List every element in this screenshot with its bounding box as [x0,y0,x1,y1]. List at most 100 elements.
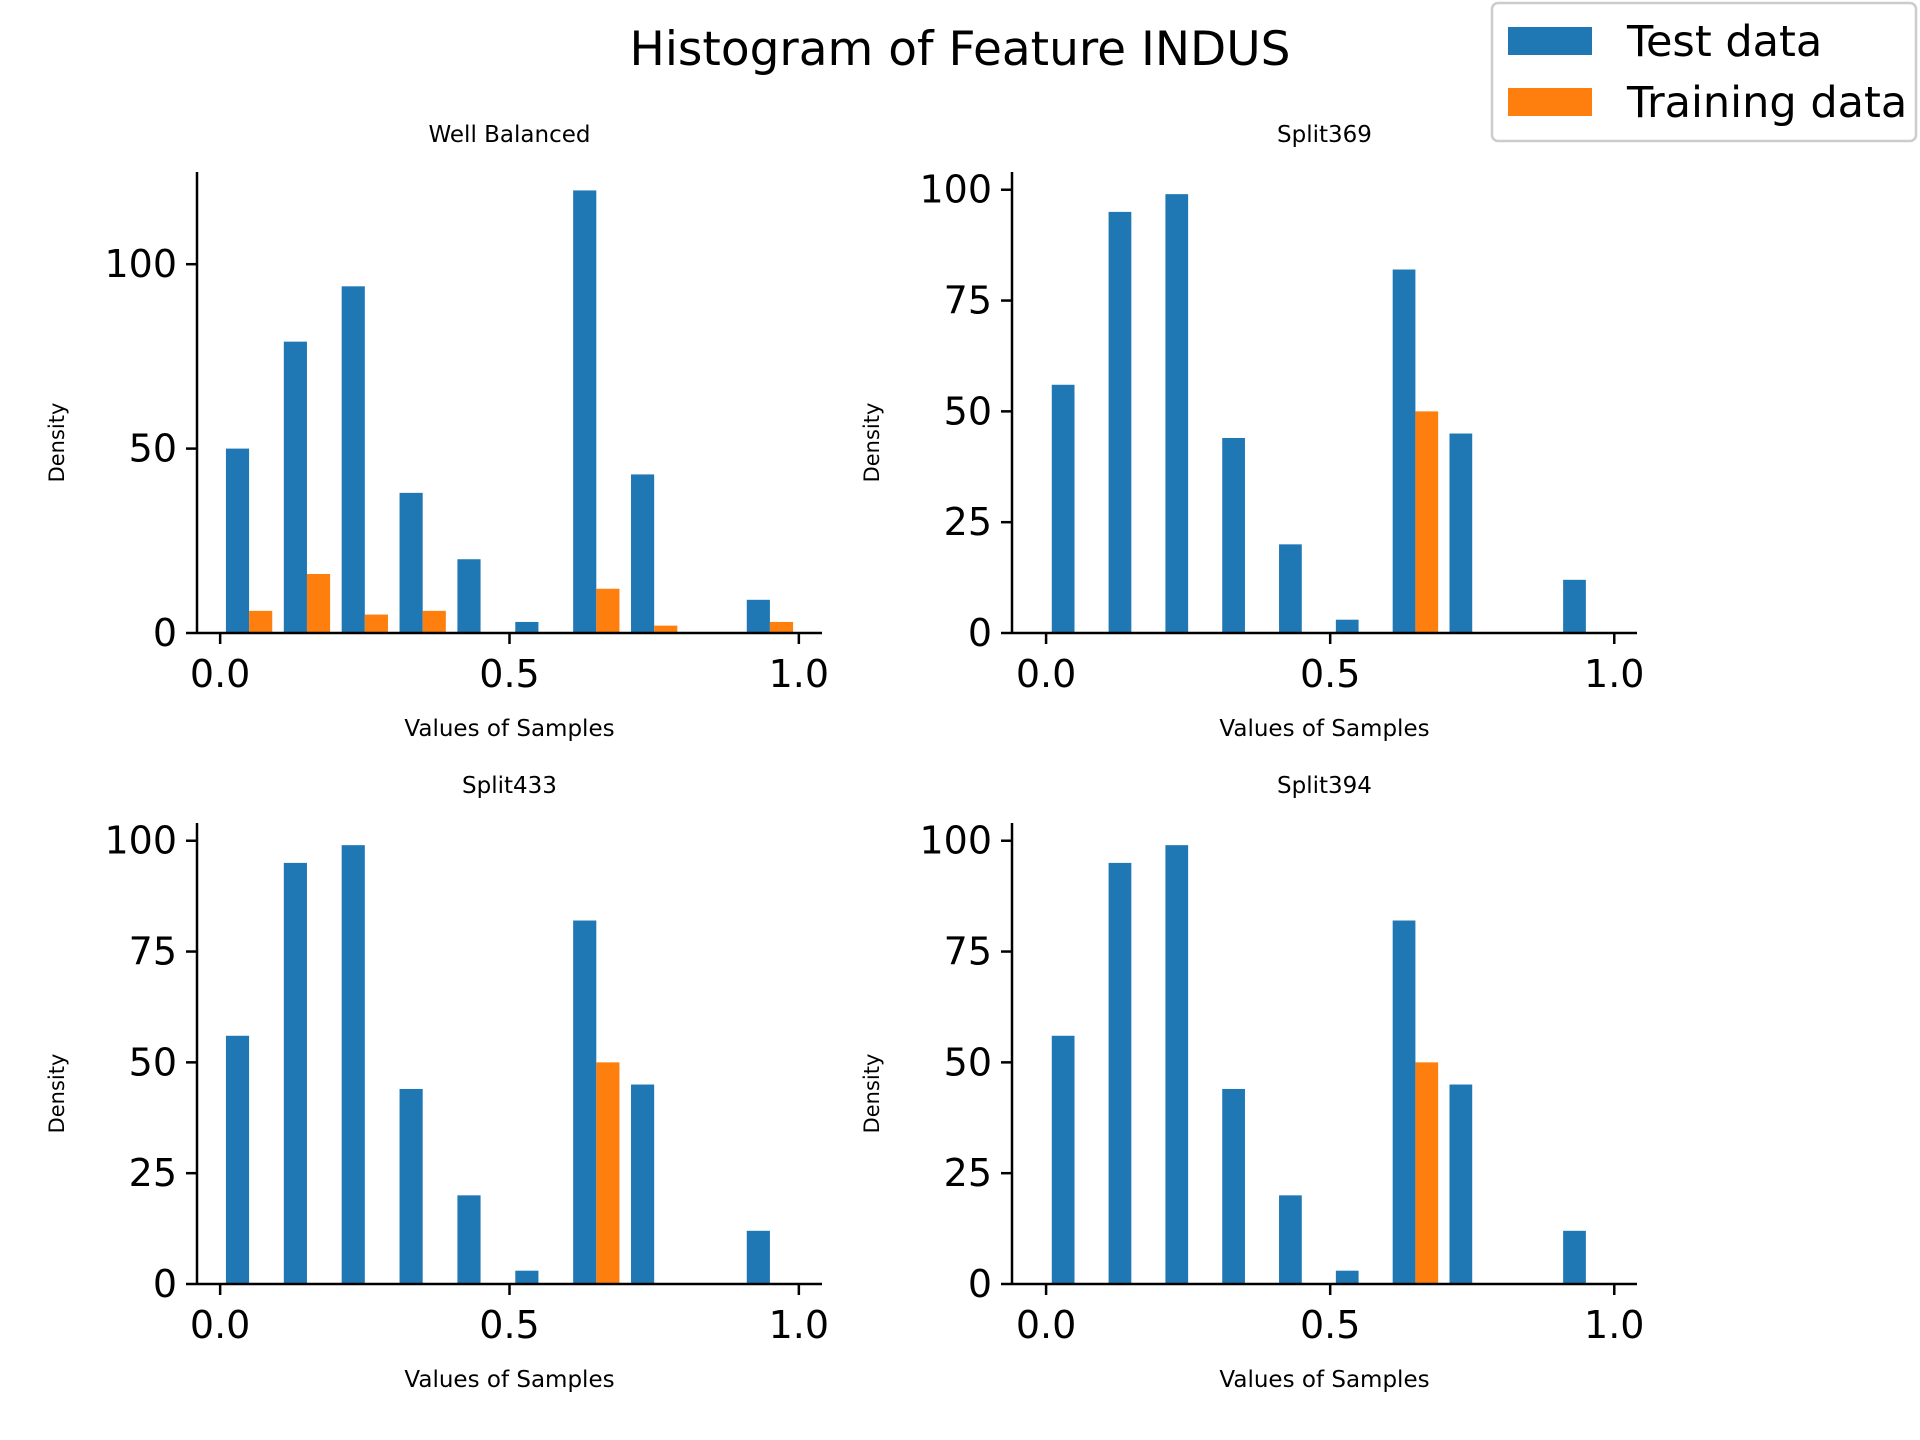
y-tick-label: 100 [104,819,177,863]
subplot-3: 0.0 0.5 1.0 0 25 50 75 100 Split394 Values of Sam… [860,773,1644,1393]
bar-test-bin-0 [225,1035,250,1284]
bar-test-bin-5 [1335,619,1359,633]
bar-test-bin-7 [1449,433,1473,633]
bar-test-bin-1 [1108,211,1132,633]
legend: Test data Training data [1490,1,1918,143]
x-axis-label: Values of Samples [1219,1367,1429,1393]
subplot-1: 0.0 0.5 1.0 0 25 50 75 100 Split369 Values of Sam… [860,122,1644,742]
bar-test-bin-7 [1449,1084,1473,1284]
x-tick-label: 0.0 [1016,652,1076,696]
y-tick-label: 75 [944,279,992,323]
bar-test-bin-6 [1392,920,1416,1284]
bar-test-bin-2 [341,286,365,633]
bar-test-bin-3 [399,492,423,633]
y-tick-label: 50 [944,389,992,433]
x-tick-label: 1.0 [1584,652,1644,696]
y-axis-label: Density [860,1054,884,1134]
bar-training-bin-6 [1415,411,1439,633]
x-axis-label: Values of Samples [1219,716,1429,742]
bar-training-bin-2 [364,614,388,633]
bar-test-bin-6 [573,190,597,633]
x-tick-label: 0.5 [1300,1303,1360,1347]
bar-test-bin-0 [1051,1035,1075,1284]
x-axis-label: Values of Samples [404,1367,614,1393]
bar-test-bin-1 [283,341,307,633]
subplot-0: 0.0 0.5 1.0 0 50 100 Well Balanced Values of Sa… [45,122,829,742]
subplot-title: Split369 [1277,122,1372,148]
bar-training-bin-7 [654,625,678,633]
bar-test-bin-6 [573,920,597,1284]
subplot-title: Well Balanced [429,122,591,148]
y-tick-label: 0 [153,611,177,655]
y-tick-label: 25 [129,1151,177,1195]
bar-test-bin-7 [631,474,655,633]
bar-training-bin-6 [596,1062,620,1284]
bar-test-bin-5 [1335,1270,1359,1284]
bar-test-bin-9 [1563,579,1586,633]
bar-test-bin-1 [283,862,307,1284]
legend-label-test: Test data [1626,17,1822,67]
bar-test-bin-2 [1165,845,1189,1284]
subplot-title: Split433 [462,773,557,799]
y-tick-label: 50 [129,427,177,471]
y-tick-label: 100 [919,168,992,212]
y-tick-label: 100 [104,242,177,286]
legend-swatch-training [1508,88,1592,116]
legend-label-training: Training data [1626,78,1907,128]
x-tick-label: 1.0 [769,652,829,696]
bar-test-bin-5 [515,1270,539,1284]
bar-test-bin-6 [1392,269,1416,633]
bar-test-bin-3 [1222,437,1245,633]
bar-test-bin-4 [457,1195,481,1284]
y-tick-label: 25 [944,500,992,544]
legend-swatch-test [1508,27,1592,55]
subplot-2: 0.0 0.5 1.0 0 25 50 75 100 Split433 Values of Sam… [45,773,829,1393]
legend-frame [1490,1,1918,143]
y-tick-label: 0 [968,1262,992,1306]
y-axis-label: Density [45,1054,69,1134]
x-tick-label: 1.0 [1584,1303,1644,1347]
bar-test-bin-0 [225,448,250,633]
bar-test-bin-5 [515,621,539,633]
y-tick-label: 100 [919,819,992,863]
x-tick-label: 0.0 [190,652,250,696]
bar-test-bin-4 [1279,544,1302,633]
bar-test-bin-7 [631,1084,655,1284]
y-tick-label: 75 [944,930,992,974]
x-tick-label: 1.0 [769,1303,829,1347]
bar-test-bin-9 [746,1230,770,1284]
subplot-title: Split394 [1277,773,1372,799]
bar-test-bin-9 [1563,1230,1586,1284]
bar-test-bin-3 [399,1088,423,1284]
figure-title: Histogram of Feature INDUS [630,22,1291,77]
bar-test-bin-0 [1051,384,1075,633]
bar-test-bin-4 [457,559,481,633]
x-tick-label: 0.5 [1300,652,1360,696]
bar-training-bin-9 [769,621,794,633]
y-tick-label: 75 [129,930,177,974]
bar-training-bin-6 [596,588,620,633]
x-tick-label: 0.5 [479,652,539,696]
bar-test-bin-2 [341,845,365,1284]
x-tick-label: 0.5 [479,1303,539,1347]
bar-training-bin-3 [422,610,446,633]
y-tick-label: 50 [944,1040,992,1084]
y-tick-label: 0 [968,611,992,655]
x-tick-label: 0.0 [190,1303,250,1347]
bar-test-bin-2 [1165,194,1189,634]
bar-test-bin-3 [1222,1088,1245,1284]
bar-test-bin-4 [1279,1195,1302,1284]
bar-test-bin-9 [746,599,770,633]
bar-training-bin-1 [306,573,331,633]
y-tick-label: 25 [944,1151,992,1195]
bar-test-bin-1 [1108,862,1132,1284]
subplots: 0.0 0.5 1.0 0 50 100 Well Balanced Values of Sa… [45,122,1644,1393]
y-tick-label: 0 [153,1262,177,1306]
x-tick-label: 0.0 [1016,1303,1076,1347]
bar-training-bin-0 [249,610,273,633]
bar-training-bin-6 [1415,1062,1439,1284]
y-axis-label: Density [45,403,69,483]
x-axis-label: Values of Samples [404,716,614,742]
y-axis-label: Density [860,403,884,483]
